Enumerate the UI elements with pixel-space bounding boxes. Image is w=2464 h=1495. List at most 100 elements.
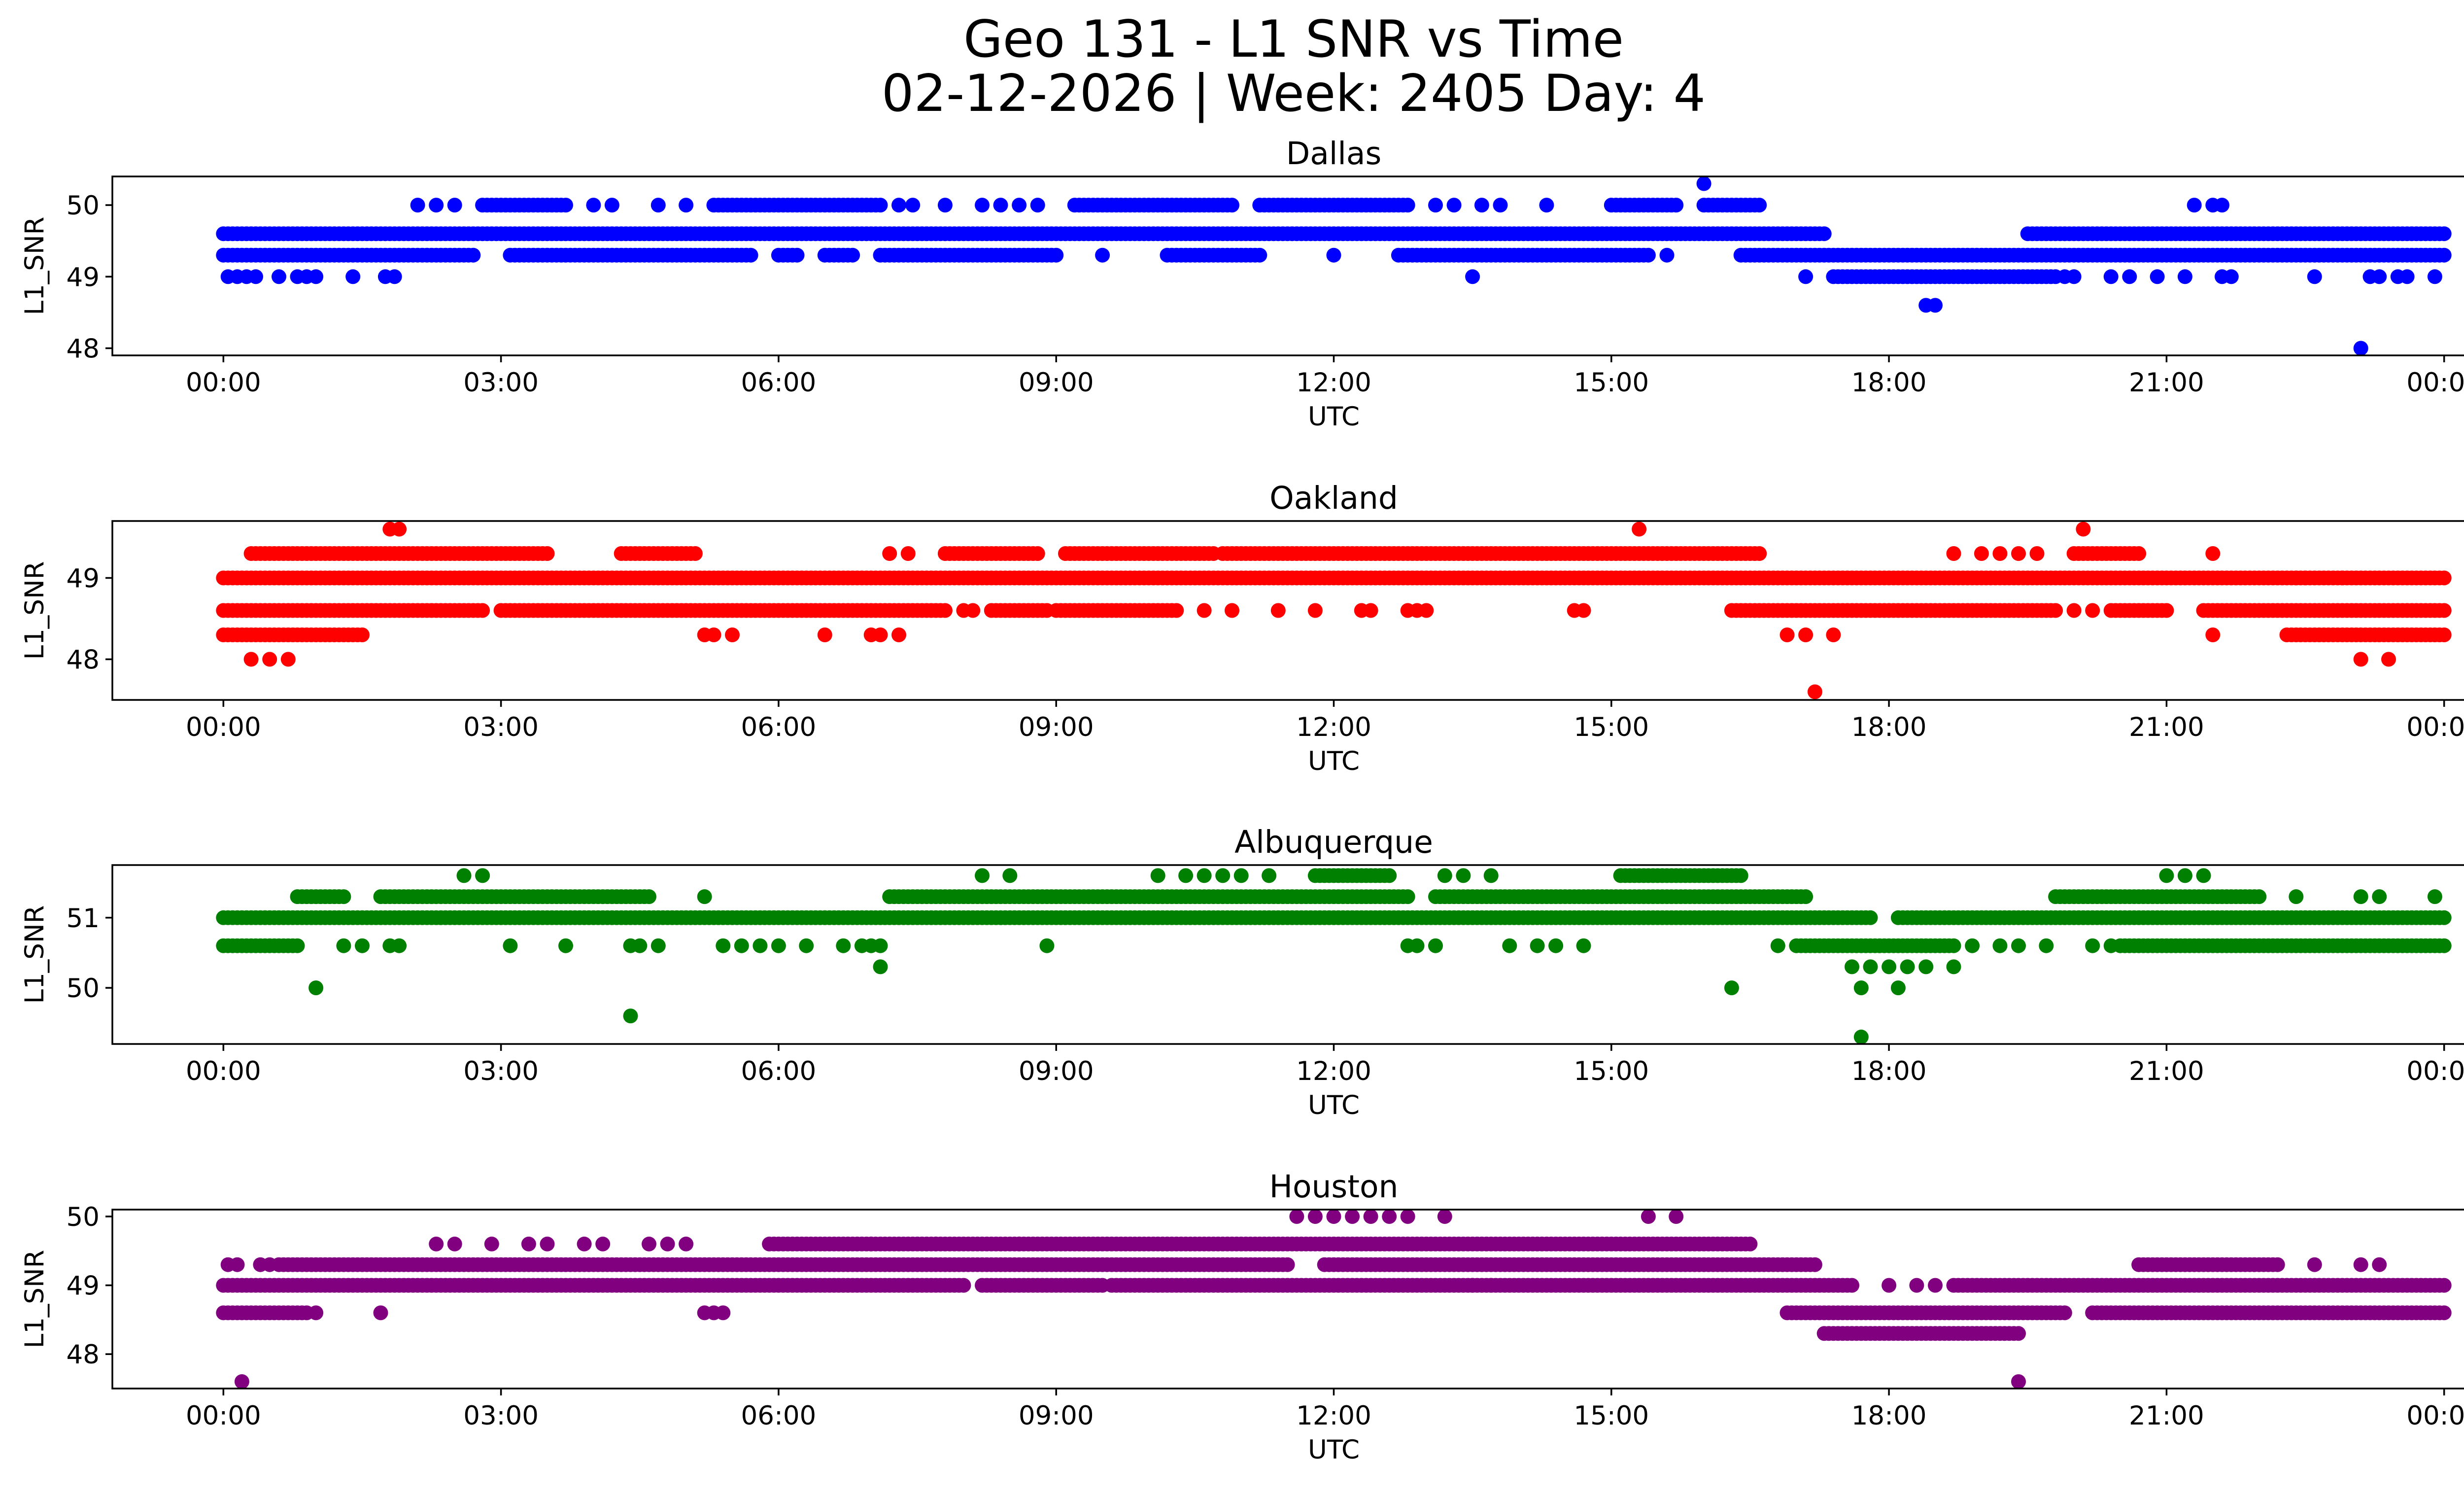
- y-tick-label: 50: [67, 1202, 100, 1232]
- data-point: [1428, 938, 1443, 953]
- data-point: [1696, 176, 1711, 191]
- data-point: [1946, 546, 1961, 561]
- data-point: [1641, 1210, 1656, 1224]
- data-point: [2307, 269, 2322, 284]
- data-point: [2427, 889, 2442, 904]
- data-point: [392, 938, 407, 953]
- data-point: [1918, 959, 1934, 974]
- data-point: [1363, 603, 1378, 618]
- x-tick-label: 09:00: [1019, 1401, 1094, 1431]
- data-point: [308, 269, 324, 284]
- data-point: [1215, 868, 1231, 883]
- data-point: [2436, 1305, 2452, 1321]
- x-tick-label: 12:00: [1296, 712, 1371, 742]
- data-point: [1169, 603, 1184, 618]
- data-point: [965, 603, 981, 618]
- data-point: [2298, 570, 2313, 586]
- data-point: [706, 627, 721, 642]
- data-point: [234, 1374, 249, 1389]
- data-point: [1049, 247, 1064, 263]
- data-point: [466, 247, 481, 263]
- y-axis-label: L1_SNR: [20, 905, 50, 1004]
- data-point: [1853, 1029, 1869, 1044]
- x-tick-label: 15:00: [1574, 1401, 1649, 1431]
- data-point: [308, 1305, 324, 1321]
- data-point: [1845, 959, 1859, 974]
- data-point: [863, 1236, 879, 1252]
- data-point: [447, 1236, 462, 1252]
- data-point: [873, 938, 888, 953]
- x-tick-label: 09:00: [1019, 712, 1094, 742]
- data-point: [1890, 980, 1906, 996]
- data-point: [2270, 1257, 2285, 1272]
- panel-title-dallas: Dallas: [1286, 136, 1382, 172]
- data-point: [1400, 889, 1415, 904]
- data-point: [604, 198, 619, 213]
- data-point: [1502, 938, 1517, 953]
- panel-title-houston: Houston: [1269, 1169, 1399, 1205]
- data-point: [2177, 269, 2192, 284]
- data-point: [1576, 603, 1591, 618]
- data-point: [1428, 198, 1443, 213]
- x-tick-label: 18:00: [1851, 1401, 1927, 1431]
- x-tick-label: 21:00: [2129, 1401, 2204, 1431]
- data-point: [1178, 868, 1194, 883]
- data-point: [1548, 938, 1564, 953]
- data-point: [2436, 226, 2452, 242]
- data-point: [2436, 627, 2452, 642]
- x-tick-label: 21:00: [2129, 1056, 2204, 1086]
- data-point: [771, 938, 786, 953]
- x-tick-label: 00:00: [186, 712, 261, 742]
- panel-title-oakland: Oakland: [1269, 480, 1398, 516]
- x-tick-label: 00:00: [2406, 368, 2464, 398]
- data-point: [1845, 1278, 1859, 1293]
- data-point: [891, 627, 906, 642]
- data-point: [2076, 522, 2091, 537]
- y-tick-label: 49: [67, 564, 100, 594]
- x-tick-label: 00:00: [186, 1401, 261, 1431]
- data-point: [2289, 889, 2304, 904]
- data-point: [1252, 247, 1267, 263]
- data-point: [2252, 889, 2267, 904]
- data-point: [2039, 938, 2054, 953]
- data-point: [1326, 1210, 1341, 1224]
- x-tick-label: 06:00: [741, 1056, 817, 1086]
- data-point: [558, 938, 573, 953]
- x-tick-label: 18:00: [1851, 1056, 1927, 1086]
- data-point: [1012, 198, 1027, 213]
- y-axis-label: L1_SNR: [20, 1250, 50, 1349]
- data-point: [734, 938, 749, 953]
- x-tick-label: 15:00: [1574, 712, 1649, 742]
- data-point: [2427, 269, 2442, 284]
- data-point: [336, 938, 351, 953]
- data-point: [2159, 603, 2174, 618]
- data-point: [2353, 1257, 2368, 1272]
- data-point: [1289, 1210, 1304, 1224]
- data-point: [836, 938, 851, 953]
- x-tick-label: 21:00: [2129, 368, 2204, 398]
- data-point: [1307, 603, 1323, 618]
- x-axis-label: UTC: [1308, 402, 1360, 432]
- data-point: [1743, 1236, 1758, 1252]
- x-tick-label: 06:00: [741, 712, 817, 742]
- data-point: [2205, 627, 2221, 642]
- figure-title-line-1: Geo 131 - L1 SNR vs Time: [963, 10, 1624, 69]
- y-tick-label: 50: [67, 973, 100, 1004]
- data-point: [891, 198, 906, 213]
- data-point: [1400, 198, 1415, 213]
- data-point: [248, 269, 263, 284]
- data-point: [1669, 198, 1684, 213]
- data-point: [521, 1236, 536, 1252]
- x-tick-label: 03:00: [463, 1056, 539, 1086]
- data-point: [2307, 1257, 2322, 1272]
- data-point: [2353, 889, 2368, 904]
- data-point: [1409, 938, 1425, 953]
- data-point: [1382, 868, 1397, 883]
- data-point: [2085, 603, 2100, 618]
- data-point: [2029, 546, 2045, 561]
- y-tick-label: 49: [67, 1271, 100, 1301]
- data-point: [345, 269, 361, 284]
- data-point: [272, 269, 286, 284]
- y-axis-label: L1_SNR: [20, 217, 50, 315]
